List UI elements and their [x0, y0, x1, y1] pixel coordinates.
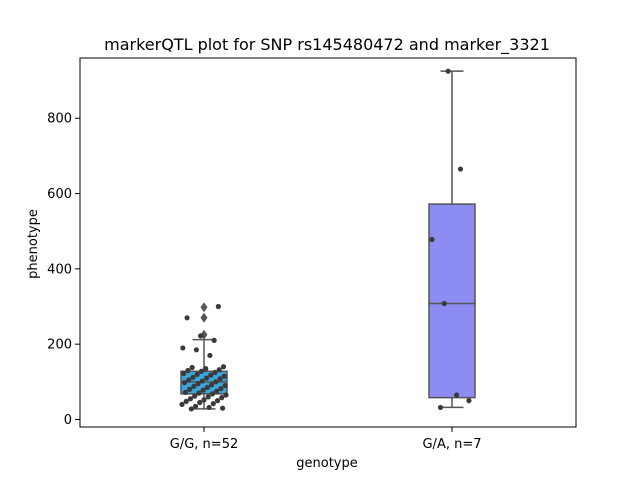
data-point	[190, 374, 196, 380]
data-point	[221, 373, 227, 379]
y-tick-label: 800	[47, 112, 72, 127]
data-point	[180, 345, 186, 351]
data-point	[216, 367, 222, 373]
plot-area: 0 200 400 600 800 G/G, n=52 G/A, n=7	[47, 57, 577, 452]
data-point	[204, 384, 210, 391]
data-point	[198, 333, 204, 339]
data-point	[181, 370, 187, 377]
x-tick-label: G/G, n=52	[170, 437, 238, 452]
data-point	[187, 396, 194, 402]
data-point	[184, 315, 190, 321]
data-point	[211, 337, 217, 343]
data-point	[188, 406, 194, 412]
y-tick-label: 400	[47, 262, 72, 277]
data-point	[457, 166, 464, 172]
data-point	[201, 397, 207, 403]
data-point	[213, 379, 219, 385]
y-tick-label: 0	[64, 413, 72, 428]
data-point	[219, 395, 225, 401]
data-point	[214, 398, 221, 404]
data-point	[195, 381, 201, 387]
data-point	[212, 369, 218, 376]
data-point	[223, 392, 229, 398]
y-axis-label: phenotype	[26, 209, 41, 279]
box	[428, 203, 476, 399]
data-point	[220, 405, 226, 411]
data-point	[210, 401, 216, 407]
data-point	[217, 376, 223, 382]
data-point	[466, 398, 472, 404]
data-point	[187, 386, 193, 392]
data-point	[182, 389, 188, 395]
data-point	[200, 387, 206, 393]
y-tick-label: 600	[47, 187, 72, 202]
data-point	[220, 364, 227, 370]
data-point	[445, 68, 451, 74]
data-point	[441, 300, 447, 307]
data-point	[203, 366, 209, 372]
data-point	[209, 391, 216, 397]
data-point	[185, 367, 191, 374]
data-point	[193, 347, 199, 353]
data-point	[191, 383, 197, 389]
data-point	[186, 377, 192, 383]
data-point	[214, 388, 220, 394]
data-point	[429, 236, 435, 243]
data-point	[205, 394, 211, 400]
data-point	[192, 393, 198, 399]
data-point	[209, 382, 215, 388]
data-point	[198, 368, 205, 374]
data-point	[189, 364, 195, 371]
data-point	[203, 375, 210, 381]
data-point	[437, 404, 444, 411]
x-tick-label: G/A, n=7	[422, 437, 481, 452]
data-point	[222, 382, 228, 389]
data-point	[181, 379, 188, 386]
plot-frame	[79, 57, 577, 428]
data-point	[179, 401, 185, 408]
data-point	[194, 371, 200, 377]
data-point	[215, 303, 221, 310]
data-point	[208, 372, 214, 378]
data-point	[183, 398, 189, 404]
data-point	[207, 352, 213, 359]
outlier-marker	[200, 312, 208, 323]
data-point	[206, 404, 212, 411]
data-point	[192, 403, 199, 409]
data-point	[199, 378, 205, 384]
outlier-marker	[200, 302, 208, 313]
data-point	[196, 390, 202, 396]
data-point	[454, 392, 460, 398]
y-tick-label: 200	[47, 338, 72, 353]
x-axis-label: genotype	[296, 456, 357, 471]
data-point	[218, 385, 224, 392]
data-point	[197, 399, 203, 406]
chart-title: markerQTL plot for SNP rs145480472 and m…	[104, 35, 550, 55]
